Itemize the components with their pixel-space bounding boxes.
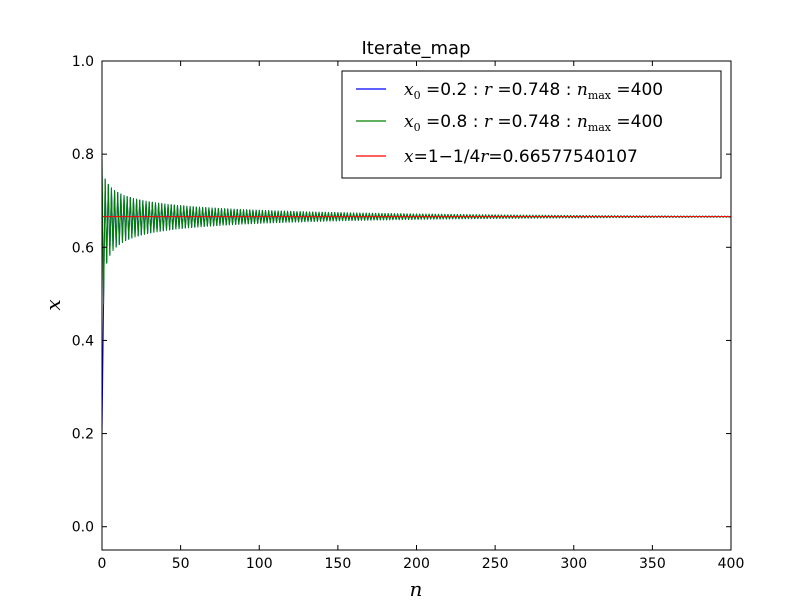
x-tick-label: 400: [718, 556, 745, 572]
legend-nmax-value: 400: [631, 80, 663, 100]
x-tick-label: 300: [560, 556, 587, 572]
legend-r-value: 0.748: [512, 112, 561, 132]
x-tick-label: 150: [325, 556, 352, 572]
legend-nmax-value: 400: [631, 112, 663, 132]
legend-entry-blue: x0 =0.2 : r =0.748 : nmax =400: [404, 80, 663, 102]
y-tick-label: 1.0: [72, 54, 94, 70]
x-tick-label: 350: [639, 556, 666, 572]
legend-box: [341, 70, 722, 179]
x-tick-label: 100: [246, 556, 273, 572]
legend-fixed-point-value: 0.66577540107: [503, 147, 638, 167]
legend-r-value: 0.748: [512, 80, 561, 100]
ticks-layer: 0 50 100 150 200 250 300 350 400 0.0 0.2 0.4 0.6 0.8 1…: [72, 54, 745, 572]
legend-entry-red: x=1−1/4r=0.66577540107: [404, 147, 638, 167]
x-axis-label: n: [410, 577, 423, 601]
y-tick-label: 0.8: [72, 147, 94, 163]
legend: x0 =0.2 : r =0.748 : nmax =400 x0 =0.8 :…: [341, 70, 722, 179]
legend-entry-green: x0 =0.8 : r =0.748 : nmax =400: [404, 112, 663, 134]
y-tick-label: 0.6: [72, 240, 94, 256]
legend-x0-value: 0.2: [440, 80, 467, 100]
y-tick-label: 0.4: [72, 333, 94, 349]
x-tick-label: 200: [403, 556, 430, 572]
y-tick-label: 0.2: [72, 427, 94, 443]
x-tick-label: 250: [482, 556, 509, 572]
legend-x0-value: 0.8: [440, 112, 467, 132]
x-tick-label: 50: [172, 556, 190, 572]
x-tick-label: 0: [98, 556, 107, 572]
series-layer: [101, 154, 732, 434]
y-axis-label: x: [41, 299, 65, 310]
y-tick-label: 0.0: [72, 520, 94, 536]
chart-title: Iterate_map: [362, 38, 471, 59]
